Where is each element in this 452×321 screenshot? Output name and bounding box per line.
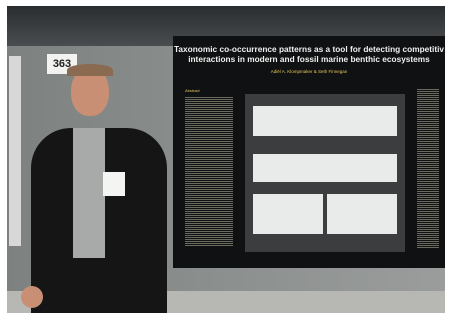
text-column <box>417 88 439 248</box>
title-line: interactions in modern and fossil marine… <box>188 54 430 64</box>
poster: Taxonomic co-occurrence patterns as a to… <box>173 36 445 268</box>
hair <box>67 64 113 76</box>
figure <box>253 194 323 234</box>
text-column <box>185 96 233 246</box>
photo: 363 Taxonomic co-occurrence patterns as … <box>7 6 445 313</box>
figure <box>253 106 397 136</box>
figure <box>327 194 397 234</box>
abstract-heading: Abstract <box>185 88 200 93</box>
left-poster <box>9 56 21 246</box>
poster-title: Taxonomic co-occurrence patterns as a to… <box>173 44 445 64</box>
poster-authors: Adiël A. Klompmaker & Seth Finnegan <box>270 69 348 74</box>
figure <box>253 154 397 182</box>
shirt <box>73 128 105 258</box>
hand <box>21 286 43 308</box>
title-line: Taxonomic co-occurrence patterns as a to… <box>173 44 444 54</box>
figure-panel <box>245 94 405 252</box>
name-badge <box>103 172 125 196</box>
